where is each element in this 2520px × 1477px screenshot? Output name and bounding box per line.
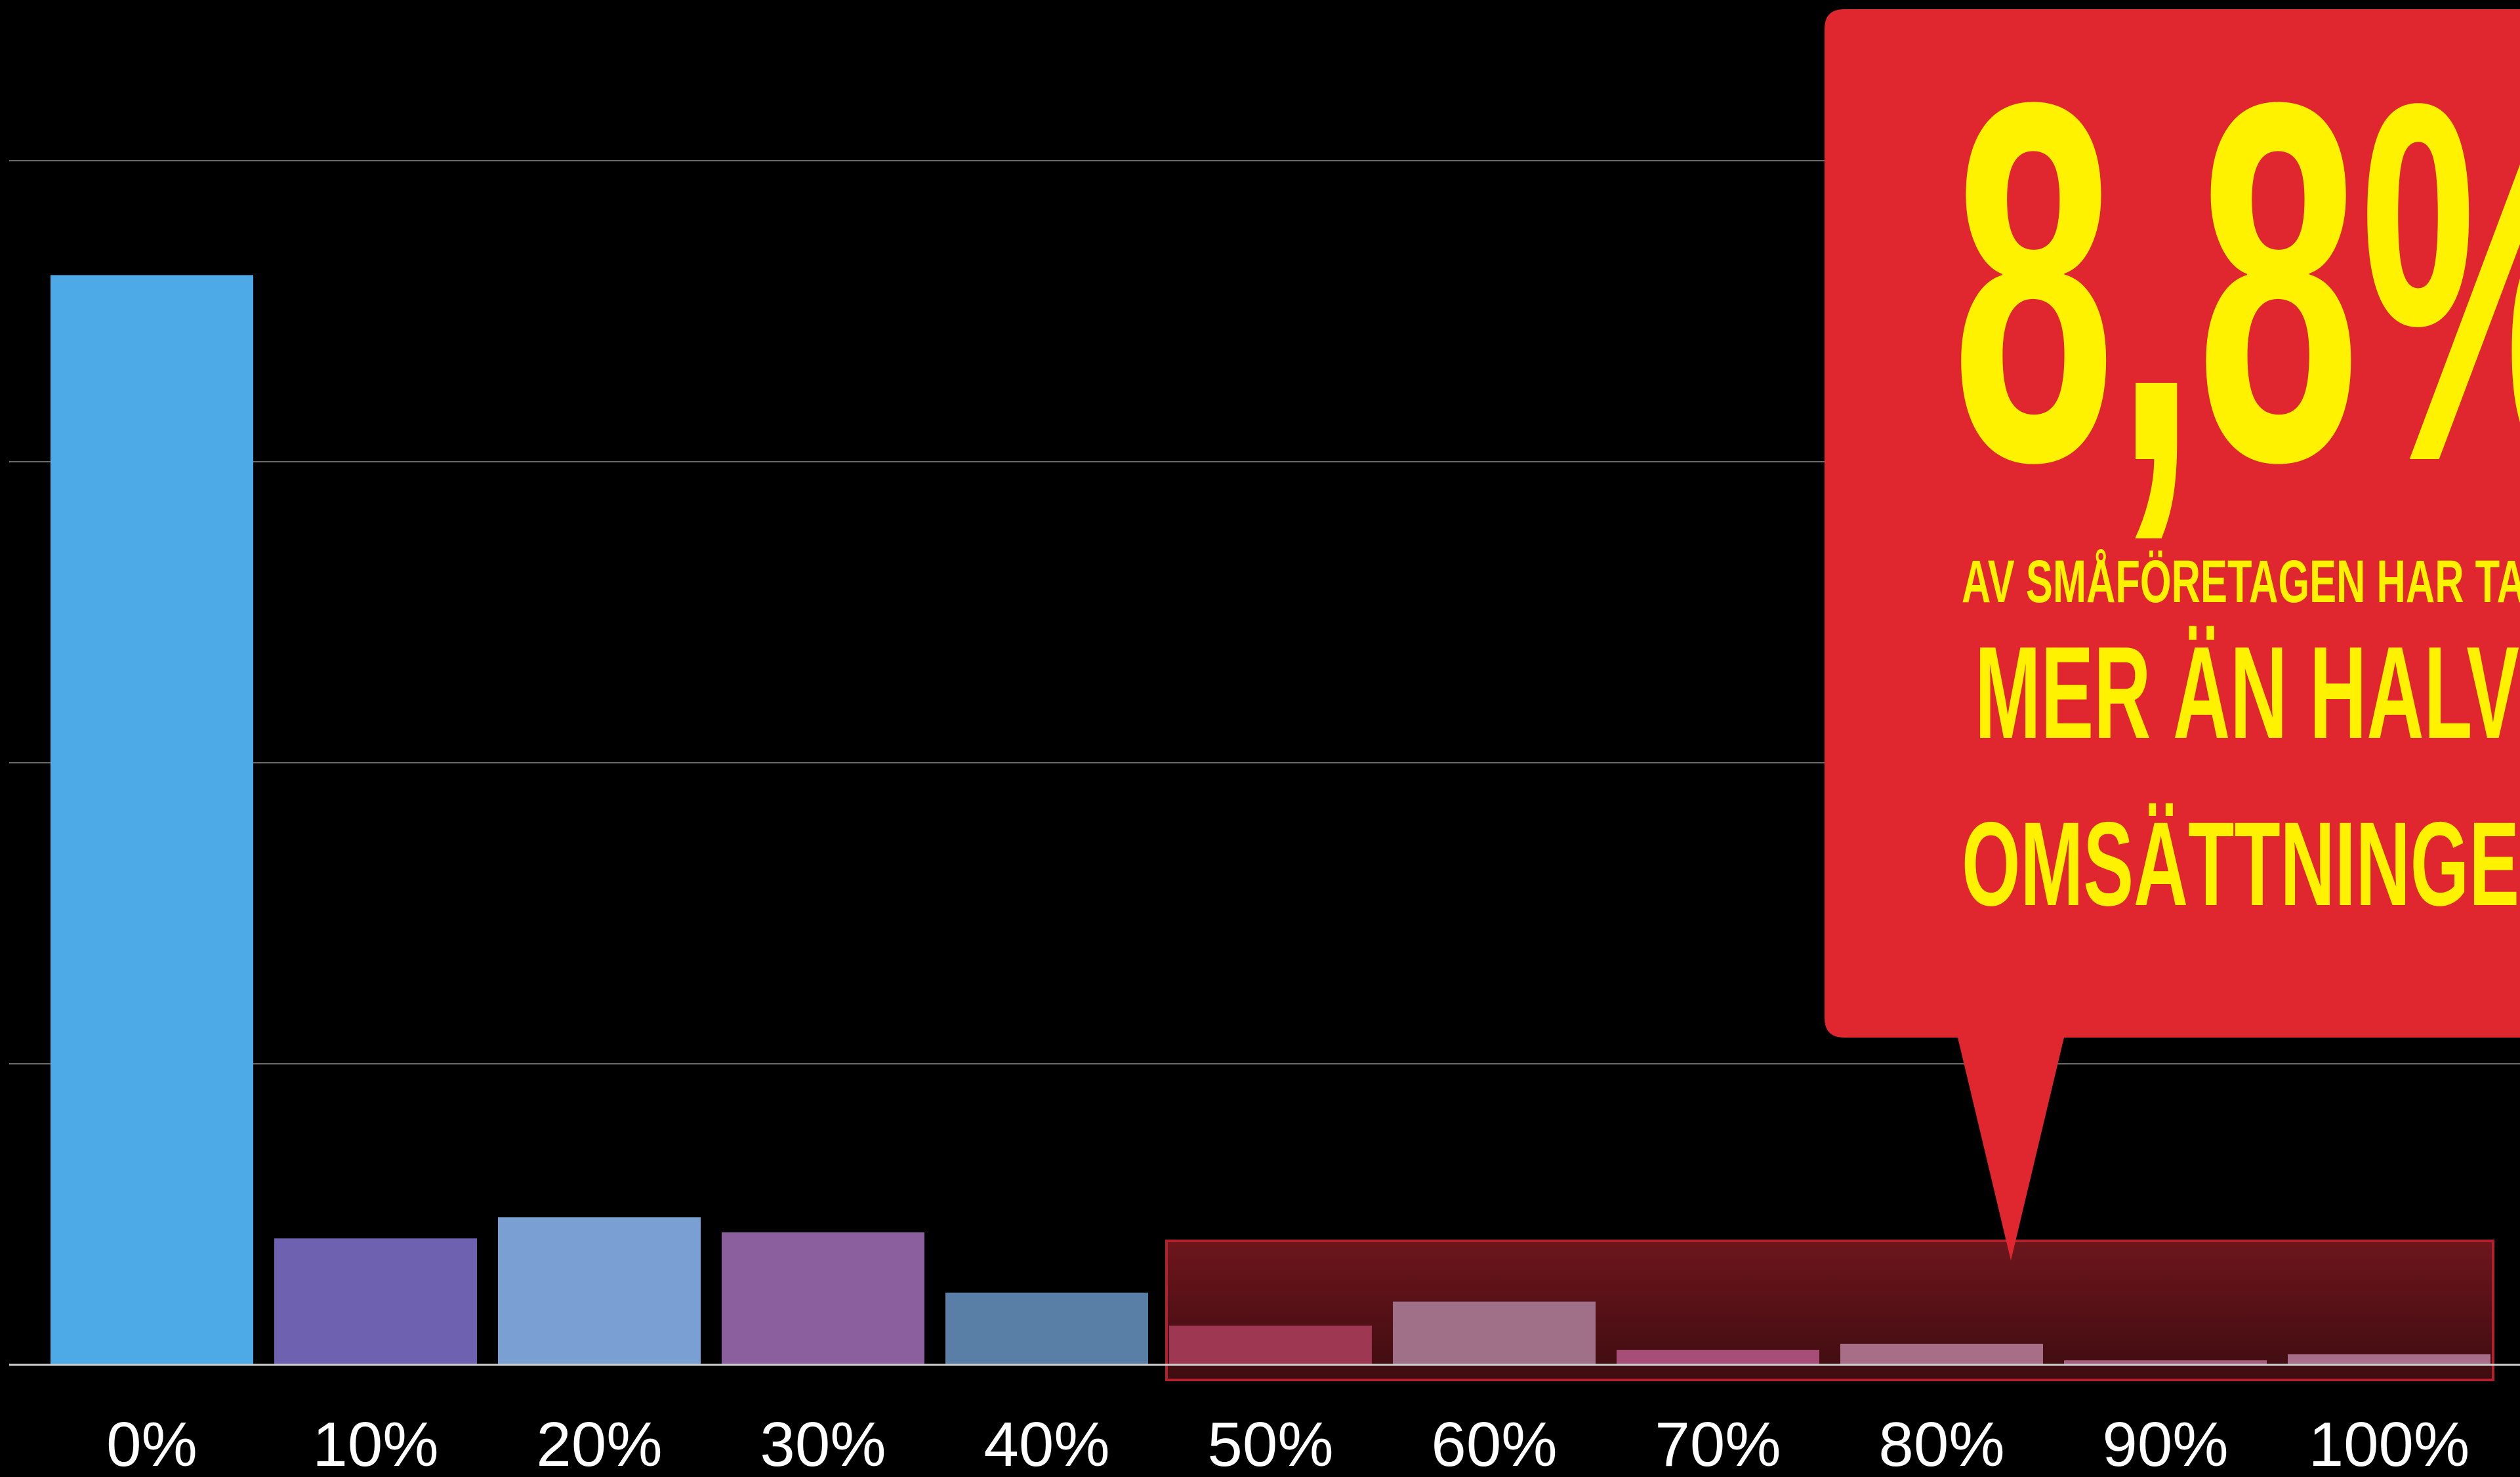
- x-tick-label: 40%: [983, 1409, 1109, 1474]
- x-tick-label: 30%: [760, 1409, 886, 1474]
- callout-line-1: AV SMÅFÖRETAGEN HAR TA: [1962, 548, 2520, 615]
- bar-20pct: [498, 1217, 701, 1365]
- bar-80pct: [1840, 1343, 2043, 1365]
- callout-big-number: 8,8%: [1952, 0, 2520, 568]
- callout-bubble: 8,8% AV SMÅFÖRETAGEN HAR TA MER ÄN HALV …: [1825, 0, 2520, 1261]
- x-tick-label: 80%: [1878, 1409, 2004, 1474]
- bar-10pct: [274, 1238, 477, 1365]
- x-tick-label: 10%: [312, 1409, 438, 1474]
- x-tick-label: 100%: [2309, 1409, 2470, 1474]
- bar-100pct: [2288, 1354, 2490, 1365]
- bar-30pct: [722, 1232, 924, 1365]
- x-tick-label: 20%: [536, 1409, 662, 1474]
- bar-90pct: [2064, 1360, 2267, 1365]
- bar-70pct: [1617, 1350, 1819, 1365]
- x-tick-label: 50%: [1207, 1409, 1333, 1474]
- callout-shape: [1825, 9, 2520, 1261]
- highlight-box: [1165, 1240, 2494, 1381]
- callout-line-2: MER ÄN HALV: [1975, 620, 2519, 766]
- highlight-region: [1165, 1240, 2494, 1381]
- bars: [51, 275, 2490, 1365]
- x-tick-label: 60%: [1431, 1409, 1557, 1474]
- bar-0pct: [51, 275, 253, 1365]
- bar-60pct: [1393, 1301, 1596, 1365]
- x-tick-labels: 0% 10% 20% 30% 40% 50% 60% 70% 80% 90% 100%: [106, 1409, 2470, 1477]
- callout-line-3: OMSÄTTNINGE: [1962, 797, 2519, 931]
- x-tick-label: 90%: [2102, 1409, 2228, 1474]
- bar-50pct: [1169, 1325, 1372, 1365]
- bar-40pct: [945, 1292, 1148, 1365]
- x-tick-label: 70%: [1655, 1409, 1781, 1474]
- x-tick-label: 0%: [106, 1409, 197, 1474]
